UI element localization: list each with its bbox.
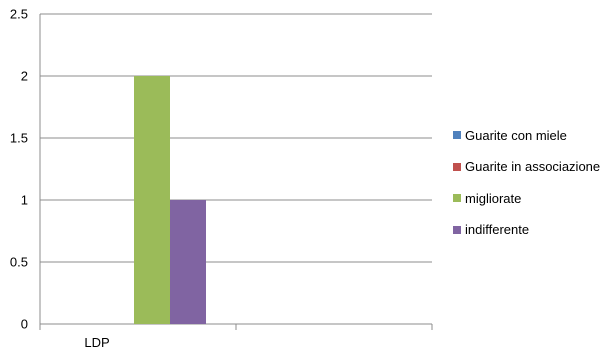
y-tick-label: 0.5 — [10, 255, 28, 270]
y-tick-label: 0 — [21, 317, 28, 332]
legend-swatch — [453, 194, 461, 202]
legend-item: Guarite con miele — [453, 125, 600, 145]
legend-swatch — [453, 225, 461, 234]
legend-item: indifferente — [453, 220, 600, 240]
legend-label: Guarite in associazione — [465, 159, 601, 174]
y-tick-label: 1.5 — [10, 131, 28, 146]
legend-item: migliorate — [453, 188, 600, 208]
legend-label: Guarite con miele — [465, 127, 567, 143]
y-tick-label: 1 — [21, 193, 28, 208]
legend-item: Guarite in associazione — [453, 157, 600, 177]
y-tick-label: 2.5 — [10, 7, 28, 22]
legend-label: indifferente — [465, 222, 530, 237]
x-tick-label: LDP — [84, 335, 109, 350]
legend-label: migliorate — [465, 190, 522, 206]
legend-swatch — [453, 131, 461, 139]
legend-swatch — [453, 162, 461, 171]
y-tick-label: 2 — [21, 69, 28, 84]
bar — [170, 200, 206, 324]
bar — [134, 76, 170, 324]
legend: Guarite con miele Guarite in associazion… — [453, 125, 600, 251]
